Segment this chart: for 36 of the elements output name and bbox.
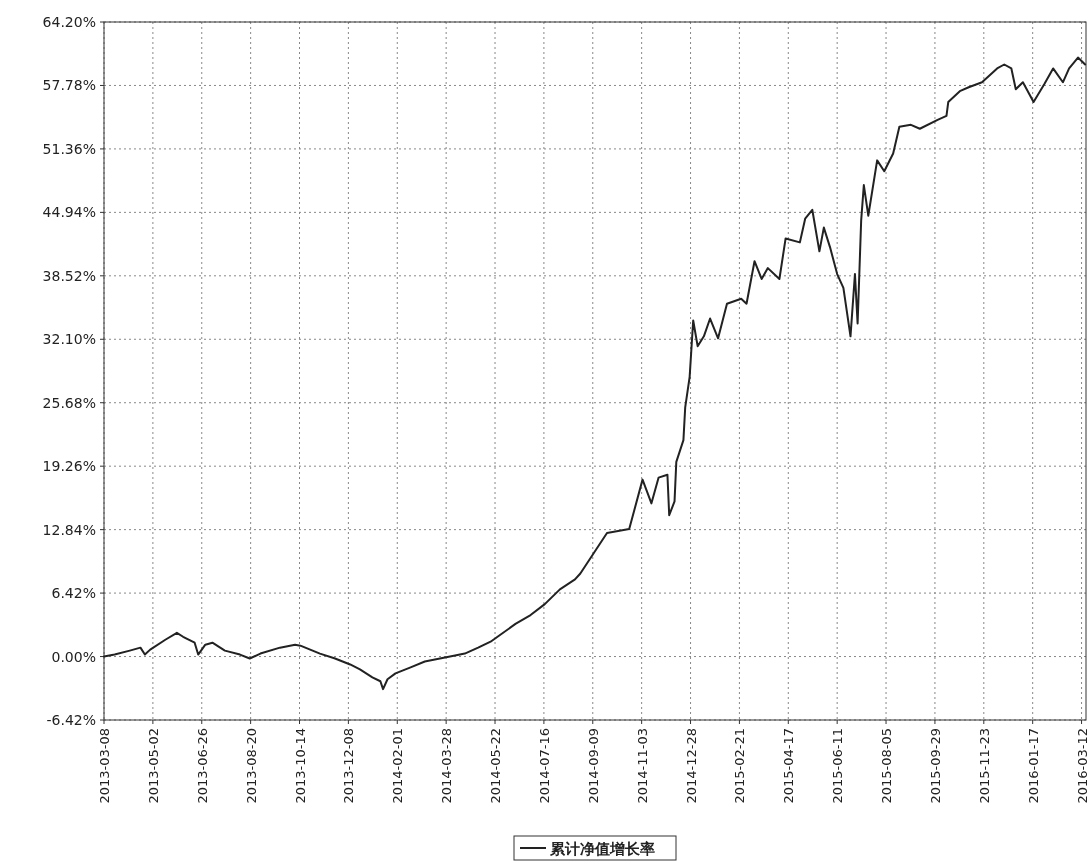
x-tick-label: 2014-02-01 [390, 728, 406, 804]
y-tick-label: 6.42% [51, 585, 96, 602]
x-tick-label: 2014-03-28 [439, 728, 455, 804]
x-tick-label: 2015-08-05 [879, 728, 895, 804]
y-tick-label: 0.00% [51, 648, 96, 665]
y-tick-label: 38.52% [42, 267, 96, 284]
x-tick-label: 2013-06-26 [194, 728, 210, 804]
x-tick-label: 2015-06-11 [830, 728, 846, 804]
x-tick-label: 2015-04-17 [781, 728, 797, 804]
y-tick-label: 19.26% [42, 458, 96, 475]
x-tick-label: 2013-10-14 [292, 728, 308, 804]
x-tick-label: 2016-03-12 [1074, 728, 1087, 804]
x-tick-label: 2013-12-08 [341, 728, 357, 804]
x-tick-label: 2015-09-29 [927, 728, 943, 804]
y-tick-label: 32.10% [42, 331, 96, 348]
y-tick-label: 25.68% [42, 394, 96, 411]
y-tick-label: -6.42% [46, 712, 96, 728]
y-tick-label: 51.36% [42, 140, 96, 157]
x-tick-label: 2013-05-02 [145, 728, 161, 804]
x-tick-label: 2014-07-16 [536, 728, 552, 804]
x-tick-label: 2015-02-21 [732, 728, 748, 804]
x-tick-label: 2014-05-22 [488, 728, 504, 804]
y-tick-label: 57.78% [42, 77, 96, 94]
x-tick-label: 2016-01-17 [1025, 728, 1041, 804]
x-tick-label: 2015-11-23 [976, 728, 992, 804]
x-tick-label: 2014-12-28 [683, 728, 699, 804]
legend-label: 累计净值增长率 [549, 840, 655, 858]
y-tick-label: 44.94% [42, 204, 96, 221]
x-tick-label: 2013-08-20 [243, 728, 259, 804]
x-tick-label: 2014-11-03 [634, 728, 650, 804]
x-tick-label: 2013-03-08 [97, 728, 112, 804]
x-tick-label: 2014-09-09 [585, 728, 601, 804]
legend: 累计净值增长率 [513, 835, 677, 861]
y-tick-label: 12.84% [42, 521, 96, 538]
y-tick-label: 64.20% [42, 14, 96, 30]
line-series [103, 56, 1087, 691]
